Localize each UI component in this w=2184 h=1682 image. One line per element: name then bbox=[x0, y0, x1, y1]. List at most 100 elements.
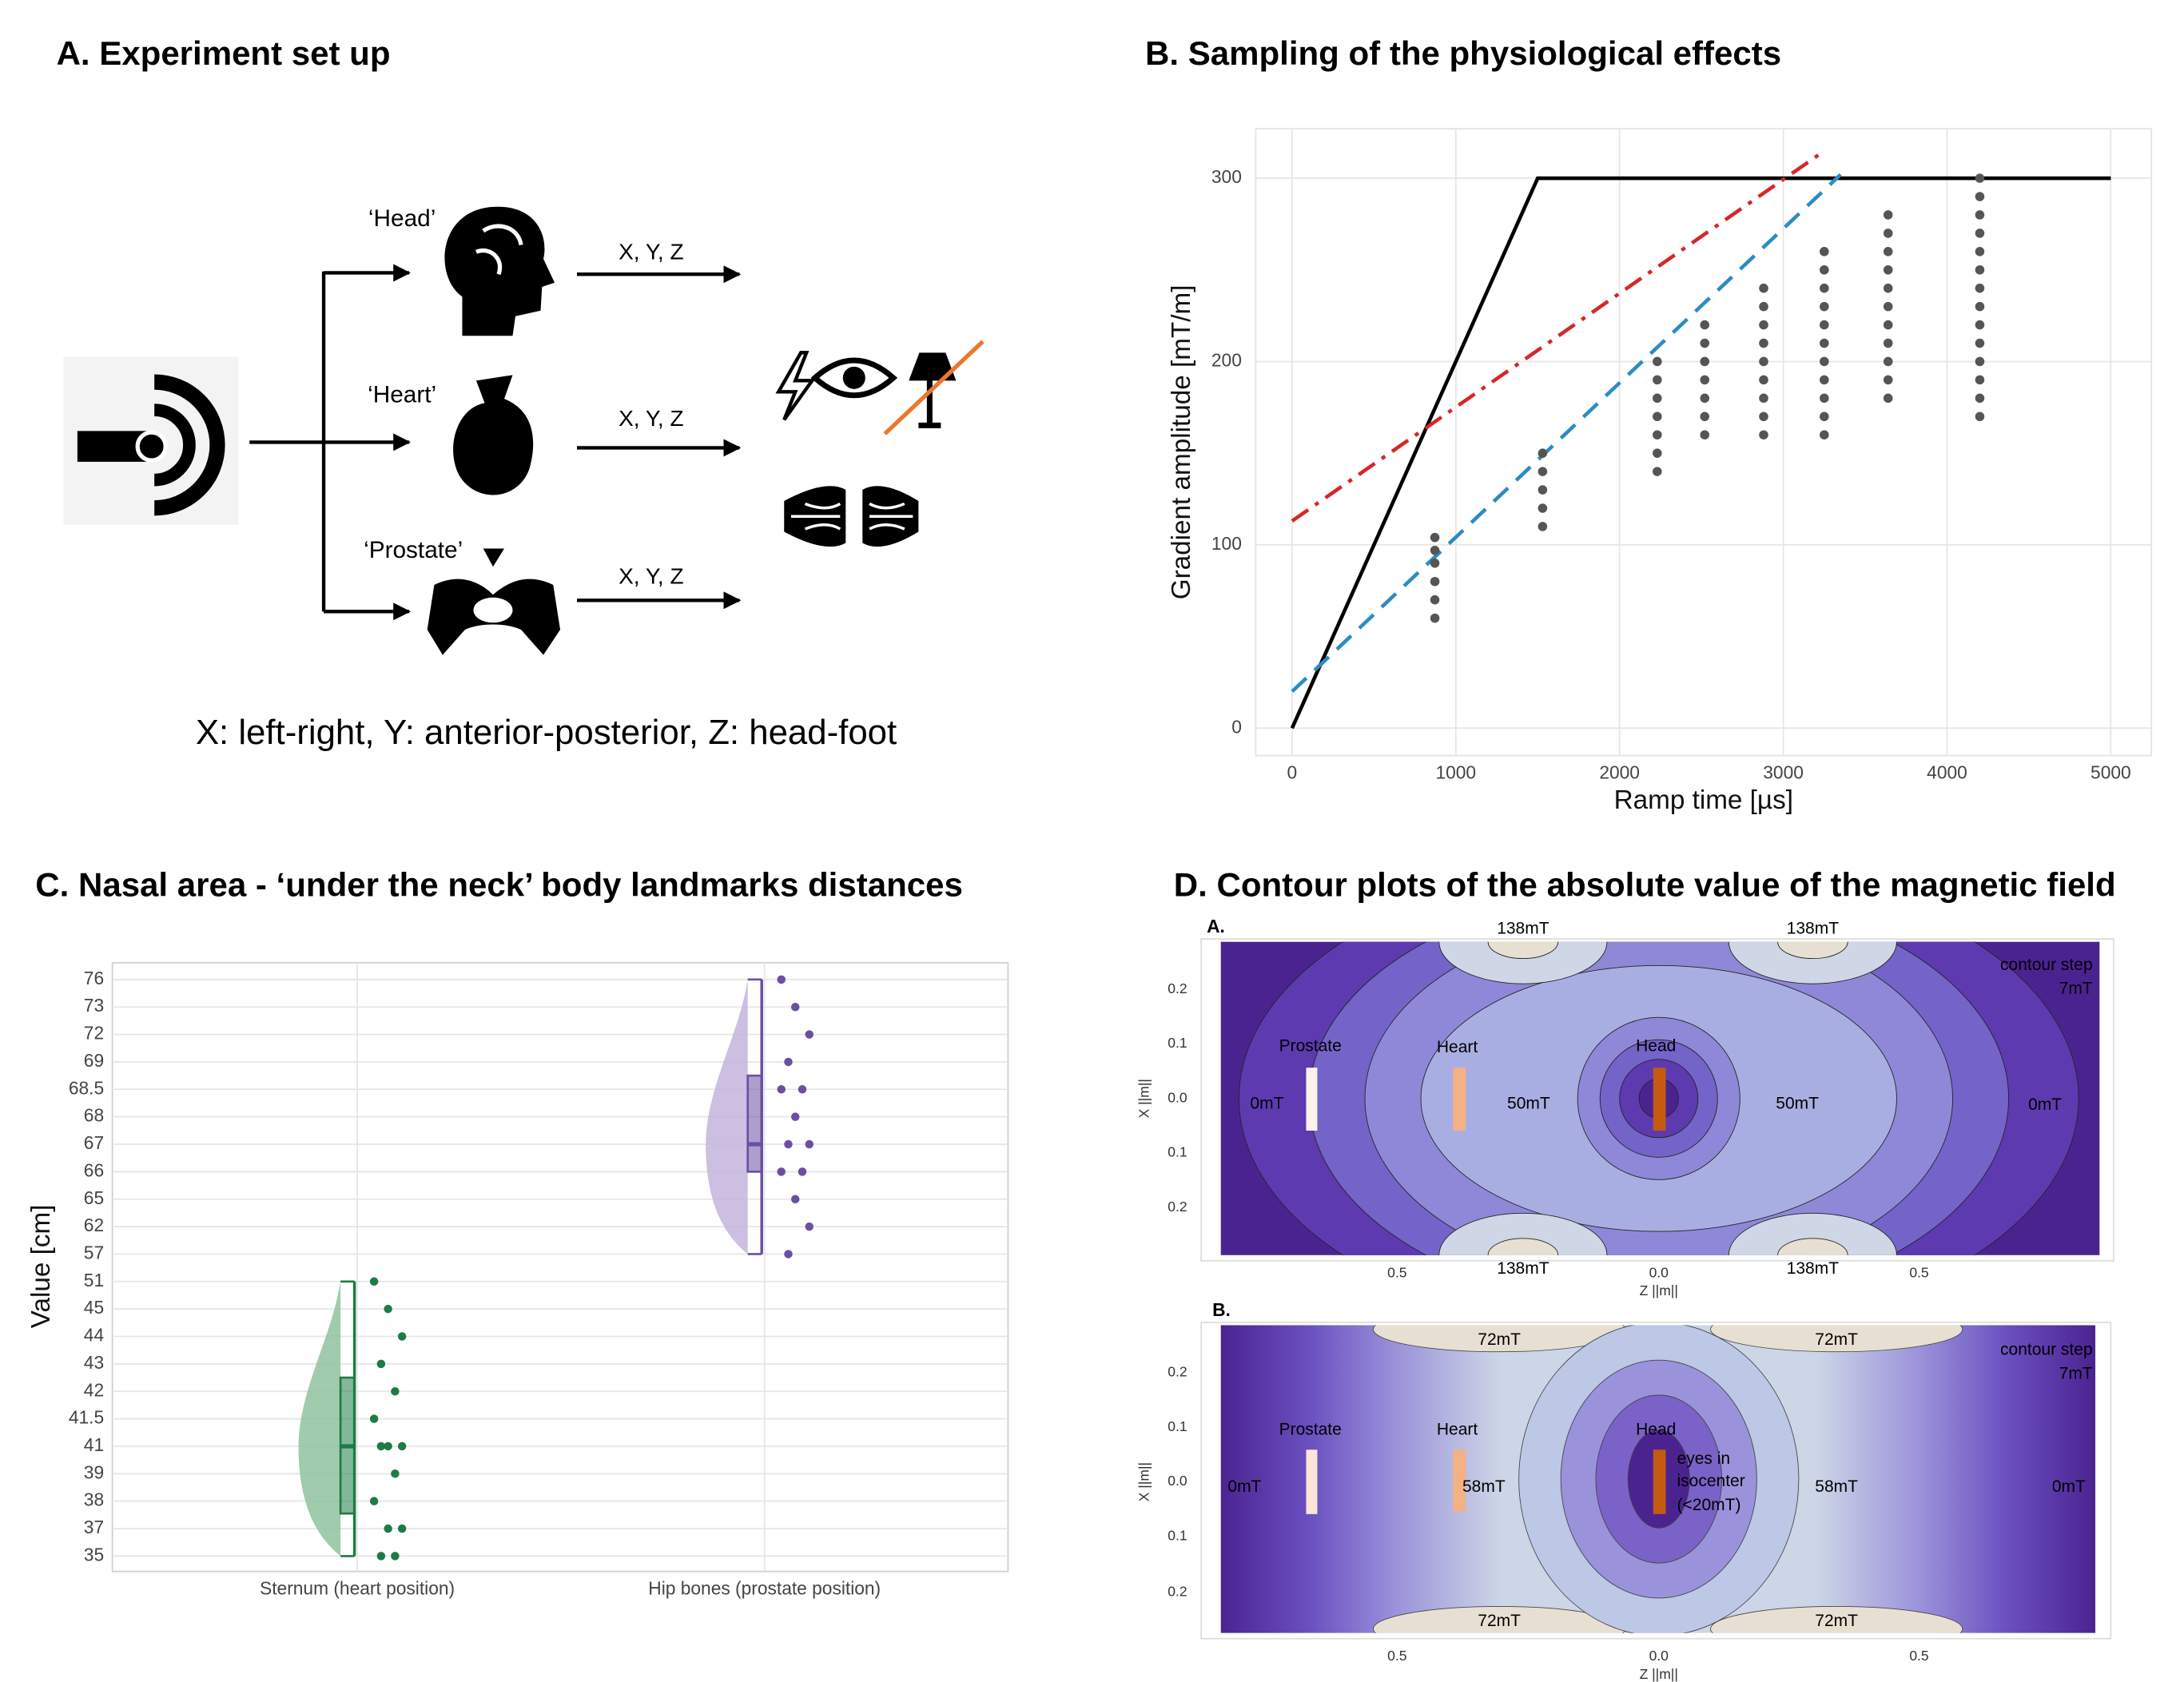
point bbox=[384, 1524, 392, 1533]
y-tick-label: 44 bbox=[84, 1325, 104, 1346]
x-tick-label: 0.5 bbox=[1387, 1648, 1406, 1664]
region-label: ‘Prostate’ bbox=[364, 537, 463, 563]
point bbox=[784, 1057, 793, 1067]
point bbox=[798, 1167, 807, 1176]
point bbox=[397, 1441, 407, 1451]
mri-icon bbox=[63, 356, 239, 525]
panel-d: D. Contour plots of the absolute value o… bbox=[1174, 865, 2116, 1640]
y-tick-label: 0.0 bbox=[1168, 1473, 1187, 1489]
eye-icon bbox=[810, 357, 898, 399]
plot-frame bbox=[1200, 1322, 2112, 1640]
annotation: 58mT bbox=[1462, 1477, 1506, 1496]
point bbox=[1820, 338, 1829, 348]
point bbox=[391, 1469, 400, 1478]
annotation: Prostate bbox=[1279, 1420, 1342, 1438]
icon-part bbox=[153, 404, 196, 487]
point bbox=[1820, 247, 1829, 256]
point bbox=[1653, 467, 1662, 476]
heart-icon bbox=[453, 375, 534, 495]
point bbox=[1538, 503, 1548, 513]
point bbox=[1975, 229, 1985, 238]
annotation: 50mT bbox=[1507, 1094, 1550, 1112]
lamp-icon bbox=[909, 352, 957, 428]
region-label: ‘Head’ bbox=[368, 205, 436, 232]
point bbox=[1759, 412, 1768, 422]
y-tick-label: 65 bbox=[84, 1187, 104, 1208]
point bbox=[1653, 393, 1662, 404]
point bbox=[1883, 375, 1893, 385]
point bbox=[1975, 173, 1985, 183]
x-tick-label: Sternum (heart position) bbox=[260, 1577, 455, 1598]
point bbox=[1883, 210, 1893, 220]
heart-marker bbox=[1453, 1068, 1466, 1131]
head-marker bbox=[1653, 1068, 1666, 1131]
annotation: eyes in bbox=[1677, 1449, 1731, 1468]
point bbox=[369, 1497, 379, 1505]
point bbox=[1883, 283, 1893, 293]
point bbox=[376, 1441, 386, 1451]
direction-label: X, Y, Z bbox=[619, 406, 683, 431]
point bbox=[1538, 467, 1548, 476]
y-axis-label: Gradient amplitude [mT/m] bbox=[1167, 285, 1196, 600]
y-tick-label: 68 bbox=[84, 1105, 104, 1126]
nerve-icon bbox=[784, 486, 919, 547]
plot-label: B. bbox=[1212, 1299, 1231, 1320]
annotation: 72mT bbox=[1478, 1330, 1521, 1349]
y-tick-label: 300 bbox=[1211, 166, 1242, 187]
annotation: 72mT bbox=[1815, 1612, 1858, 1630]
annotation: Head bbox=[1636, 1420, 1676, 1438]
annotation: 72mT bbox=[1478, 1612, 1521, 1630]
point bbox=[1653, 430, 1662, 439]
x-tick-label: 5000 bbox=[2091, 761, 2131, 782]
point bbox=[1538, 485, 1548, 495]
point bbox=[805, 1030, 814, 1039]
x-tick-label: Hip bones (prostate position) bbox=[648, 1577, 881, 1598]
point bbox=[1975, 301, 1985, 312]
x-tick-label: 0.5 bbox=[1909, 1648, 1928, 1664]
head-marker bbox=[1653, 1449, 1666, 1514]
point bbox=[1759, 320, 1768, 330]
line bbox=[1290, 176, 2111, 730]
y-tick-label: 69 bbox=[84, 1050, 104, 1071]
plot-label: A. bbox=[1207, 916, 1225, 936]
point bbox=[777, 975, 786, 984]
point bbox=[798, 1085, 807, 1094]
y-tick-label: 73 bbox=[84, 995, 104, 1016]
arrows bbox=[249, 264, 742, 621]
contour-b bbox=[1220, 1325, 2096, 1633]
annotation: 0mT bbox=[1227, 1477, 1261, 1496]
point bbox=[1975, 320, 1985, 330]
point bbox=[790, 1002, 800, 1012]
x-tick-label: 4000 bbox=[1927, 761, 1967, 782]
point bbox=[1975, 210, 1985, 220]
eye-icon-pupil bbox=[842, 366, 865, 389]
y-tick-label: 39 bbox=[84, 1461, 104, 1482]
contour-fill bbox=[1438, 1212, 1608, 1255]
contour-fill bbox=[1438, 941, 1608, 984]
heart-marker bbox=[1453, 1449, 1466, 1512]
line bbox=[1291, 173, 1842, 694]
point bbox=[369, 1277, 379, 1286]
point bbox=[1700, 430, 1710, 439]
point bbox=[1975, 338, 1985, 348]
point bbox=[777, 1085, 786, 1094]
x-axis-label: Z ||m|| bbox=[1640, 1282, 1678, 1298]
annotation: 0mT bbox=[2052, 1477, 2086, 1496]
y-tick-label: 51 bbox=[84, 1270, 104, 1290]
point bbox=[1700, 393, 1710, 404]
annotation: Heart bbox=[1437, 1038, 1478, 1056]
point bbox=[1975, 283, 1985, 293]
point bbox=[1883, 301, 1893, 312]
point bbox=[1975, 412, 1985, 422]
point bbox=[1975, 375, 1985, 385]
point bbox=[1883, 229, 1893, 238]
y-tick-label: 0 bbox=[1231, 716, 1242, 737]
annotation: Prostate bbox=[1279, 1036, 1342, 1055]
x-axis-label: Z ||m|| bbox=[1640, 1666, 1678, 1682]
y-tick-label: 35 bbox=[84, 1544, 104, 1565]
point bbox=[376, 1552, 386, 1561]
annotation: 0mT bbox=[1250, 1094, 1283, 1112]
direction-label: X, Y, Z bbox=[619, 564, 683, 589]
contour-fill bbox=[1710, 1606, 1963, 1633]
